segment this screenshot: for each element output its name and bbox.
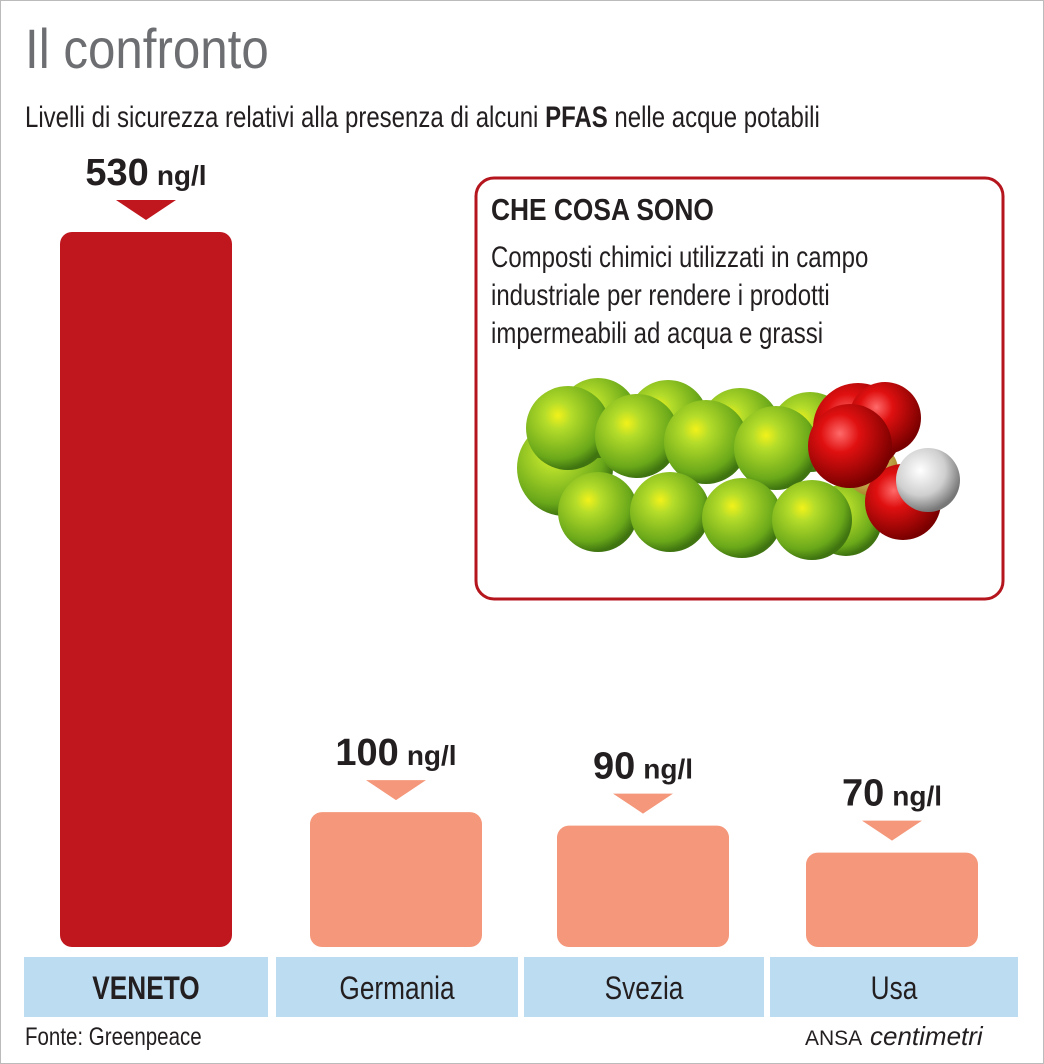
credit-centimetri: centimetri [870, 1021, 984, 1051]
info-text: industriale per rendere i prodotti [491, 277, 830, 311]
value-unit: ng/l [157, 160, 207, 191]
credit-ansa: ANSA [805, 1027, 862, 1050]
pointer [116, 200, 176, 220]
value-label: 530 ng/l [85, 152, 206, 194]
category-cell [770, 957, 1018, 1017]
category-label: Svezia [605, 972, 684, 1007]
bar [557, 825, 729, 947]
category-cell [24, 957, 268, 1017]
value-number: 530 [85, 152, 148, 194]
info-text: impermeabili ad acqua e grassi [491, 315, 823, 349]
category-cell [524, 957, 764, 1017]
subtitle-part: nelle acque potabili [608, 99, 820, 133]
bar [60, 232, 232, 947]
value-number: 70 [842, 773, 884, 815]
value-unit: ng/l [643, 754, 693, 785]
source: Fonte: Greenpeace [25, 1022, 202, 1050]
value-label: 70 ng/l [842, 773, 942, 815]
pointer [366, 780, 426, 801]
value-unit: ng/l [892, 781, 942, 812]
value-label: 100 ng/l [335, 732, 456, 774]
value-number: 90 [593, 746, 635, 788]
value-number: 100 [335, 732, 398, 774]
bar [806, 852, 978, 947]
subtitle-bold: PFAS [545, 99, 608, 133]
category-cell [276, 957, 518, 1017]
pointer [862, 820, 922, 841]
bar [310, 812, 482, 947]
pointer [613, 793, 673, 814]
subtitle-part: Livelli di sicurezza relativi alla prese… [25, 99, 545, 133]
info-text: Composti chimici utilizzati in campo [491, 239, 868, 273]
category-label: Germania [339, 972, 455, 1007]
category-label: Usa [871, 972, 918, 1007]
category-label: VENETO [92, 972, 199, 1007]
value-label: 90 ng/l [593, 746, 693, 788]
title: Il confronto [25, 18, 269, 81]
subtitle: Livelli di sicurezza relativi alla prese… [25, 99, 820, 133]
info-title: CHE COSA SONO [491, 193, 714, 227]
molecule [517, 378, 960, 560]
value-unit: ng/l [407, 740, 457, 771]
